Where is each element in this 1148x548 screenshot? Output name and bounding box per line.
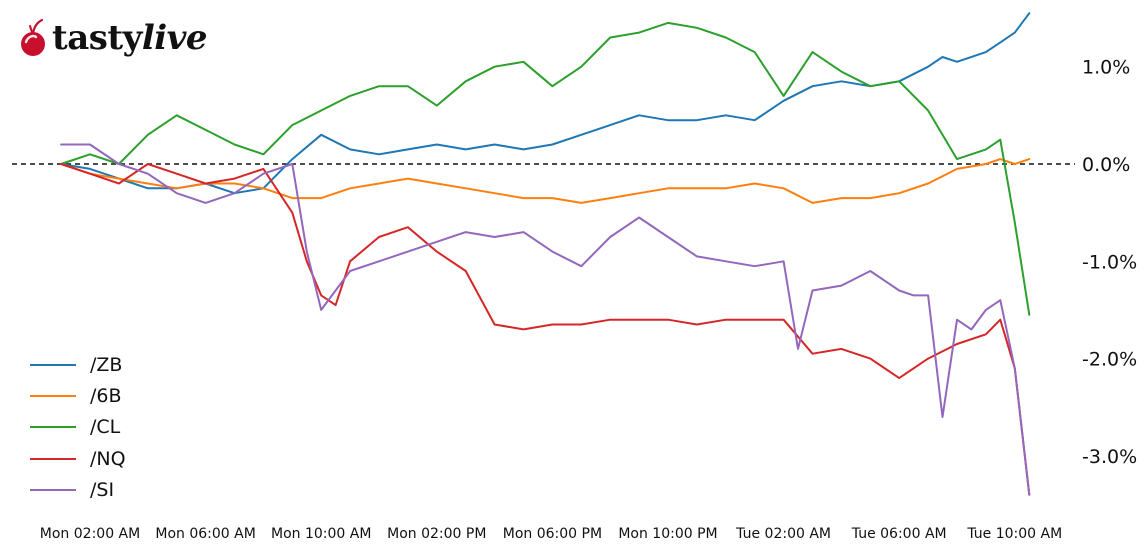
- legend-item-cl: /CL: [30, 412, 126, 443]
- y-tick-label: -3.0%: [1082, 446, 1137, 468]
- legend-label: /ZB: [90, 353, 123, 376]
- legend-label: /CL: [90, 416, 121, 439]
- x-tick-label: Mon 06:00 AM: [155, 526, 255, 542]
- chart-legend: /ZB/6B/CL/NQ/SI: [30, 349, 126, 505]
- x-tick-label: Mon 02:00 PM: [387, 526, 486, 542]
- cherry-icon: [21, 18, 45, 56]
- legend-label: /6B: [90, 384, 122, 407]
- x-tick-label: Tue 02:00 AM: [735, 526, 831, 542]
- legend-swatch: [30, 457, 76, 460]
- series-line-nq: [60, 163, 1031, 496]
- legend-swatch: [30, 488, 76, 491]
- tastylive-logo: tastylive: [18, 14, 208, 62]
- y-tick-label: 1.0%: [1082, 57, 1130, 79]
- x-tick-label: Tue 06:00 AM: [851, 526, 947, 542]
- legend-item-6b: /6B: [30, 380, 126, 411]
- y-tick-label: 0.0%: [1082, 154, 1130, 176]
- legend-swatch: [30, 363, 76, 366]
- x-tick-label: Mon 10:00 AM: [271, 526, 371, 542]
- legend-swatch: [30, 394, 76, 397]
- series-line-si: [60, 143, 1031, 496]
- x-tick-label: Mon 10:00 PM: [618, 526, 717, 542]
- x-tick-label: Mon 02:00 AM: [40, 526, 140, 542]
- series-line-6b: [60, 158, 1031, 204]
- series-line-cl: [60, 21, 1031, 316]
- y-tick-label: -2.0%: [1082, 349, 1137, 371]
- logo-text: tastylive: [52, 18, 208, 58]
- y-tick-label: -1.0%: [1082, 251, 1137, 273]
- legend-item-nq: /NQ: [30, 443, 126, 474]
- legend-label: /NQ: [90, 447, 126, 470]
- x-tick-label: Mon 06:00 PM: [503, 526, 602, 542]
- legend-swatch: [30, 426, 76, 429]
- legend-item-zb: /ZB: [30, 349, 126, 380]
- x-tick-label: Tue 10:00 AM: [966, 526, 1062, 542]
- legend-label: /SI: [90, 478, 115, 501]
- legend-item-si: /SI: [30, 474, 126, 505]
